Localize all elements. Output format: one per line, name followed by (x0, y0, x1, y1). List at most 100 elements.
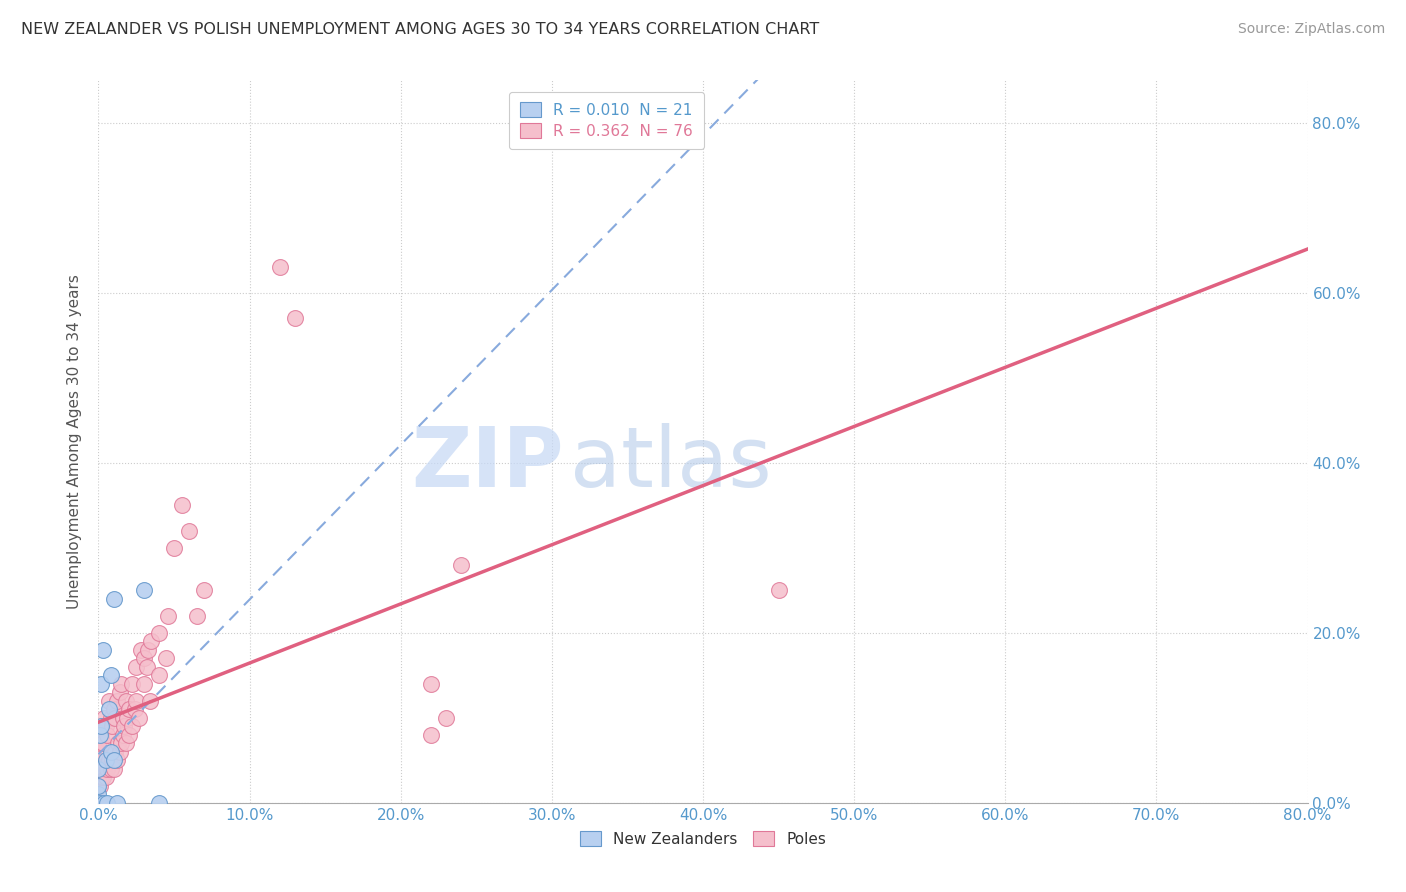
Point (768, 583, 790, 598)
Point (87, 779, 110, 793)
Point (193, 583, 215, 598)
Point (100, 745, 122, 759)
Point (91, 770, 114, 784)
Point (156, 608, 179, 623)
Point (98, 753, 121, 767)
Point (103, 591, 125, 606)
Point (90, 770, 112, 784)
Point (96, 762, 118, 776)
Point (87, 762, 110, 776)
Point (107, 736, 129, 750)
Point (121, 719, 143, 733)
Point (155, 651, 177, 665)
Text: NEW ZEALANDER VS POLISH UNEMPLOYMENT AMONG AGES 30 TO 34 YEARS CORRELATION CHART: NEW ZEALANDER VS POLISH UNEMPLOYMENT AMO… (21, 22, 820, 37)
Point (87, 745, 110, 759)
Point (108, 685, 131, 699)
Point (186, 608, 208, 623)
Point (105, 753, 128, 767)
Point (98, 694, 121, 708)
Point (101, 753, 124, 767)
Point (103, 753, 125, 767)
Point (121, 677, 143, 691)
Point (87, 770, 110, 784)
Point (105, 796, 128, 810)
Point (111, 728, 134, 742)
Point (420, 677, 443, 691)
Point (124, 702, 146, 716)
Point (114, 694, 136, 708)
Point (87, 796, 110, 810)
Point (105, 694, 128, 708)
Point (110, 677, 132, 691)
Text: Source: ZipAtlas.com: Source: ZipAtlas.com (1237, 22, 1385, 37)
Point (87, 796, 110, 810)
Point (115, 711, 138, 725)
Point (112, 719, 135, 733)
Point (136, 642, 159, 657)
Point (139, 694, 162, 708)
Point (89, 728, 111, 742)
Point (89, 796, 111, 810)
Point (450, 558, 472, 572)
Point (90, 728, 112, 742)
Point (114, 736, 136, 750)
Legend: New Zealanders, Poles: New Zealanders, Poles (574, 825, 832, 853)
Point (100, 711, 122, 725)
Point (87, 796, 110, 810)
Point (135, 660, 157, 674)
Point (163, 541, 186, 555)
Point (129, 642, 152, 657)
Point (93, 762, 115, 776)
Point (148, 796, 170, 810)
Point (104, 711, 127, 725)
Point (90, 719, 112, 733)
Point (87, 787, 110, 801)
Point (89, 779, 111, 793)
Point (128, 711, 150, 725)
Point (103, 762, 125, 776)
Point (125, 694, 148, 708)
Point (104, 745, 127, 759)
Point (170, 498, 193, 512)
Point (132, 651, 155, 665)
Point (118, 728, 141, 742)
Point (148, 668, 170, 682)
Point (434, 711, 457, 725)
Point (284, 311, 307, 326)
Text: atlas: atlas (569, 423, 772, 504)
Point (148, 625, 170, 640)
Point (87, 796, 110, 810)
Point (111, 711, 134, 725)
Point (420, 728, 443, 742)
Point (87, 796, 110, 810)
Point (96, 728, 118, 742)
Point (94, 753, 117, 767)
Point (101, 719, 124, 733)
Point (108, 745, 131, 759)
Point (93, 711, 115, 725)
Y-axis label: Unemployment Among Ages 30 to 34 years: Unemployment Among Ages 30 to 34 years (67, 274, 83, 609)
Point (103, 702, 125, 716)
Point (87, 796, 110, 810)
Point (91, 736, 114, 750)
Point (87, 779, 110, 793)
Point (118, 702, 141, 716)
Point (100, 762, 122, 776)
Point (94, 719, 117, 733)
Point (89, 736, 111, 750)
Point (179, 524, 201, 538)
Point (91, 642, 114, 657)
Point (90, 677, 112, 691)
Point (87, 719, 110, 733)
Point (98, 702, 121, 716)
Point (132, 583, 155, 598)
Point (93, 796, 115, 810)
Point (132, 677, 155, 691)
Point (141, 634, 163, 648)
Text: ZIP: ZIP (412, 423, 564, 504)
Point (110, 736, 132, 750)
Point (94, 770, 117, 784)
Point (100, 668, 122, 682)
Point (87, 753, 110, 767)
Point (125, 660, 148, 674)
